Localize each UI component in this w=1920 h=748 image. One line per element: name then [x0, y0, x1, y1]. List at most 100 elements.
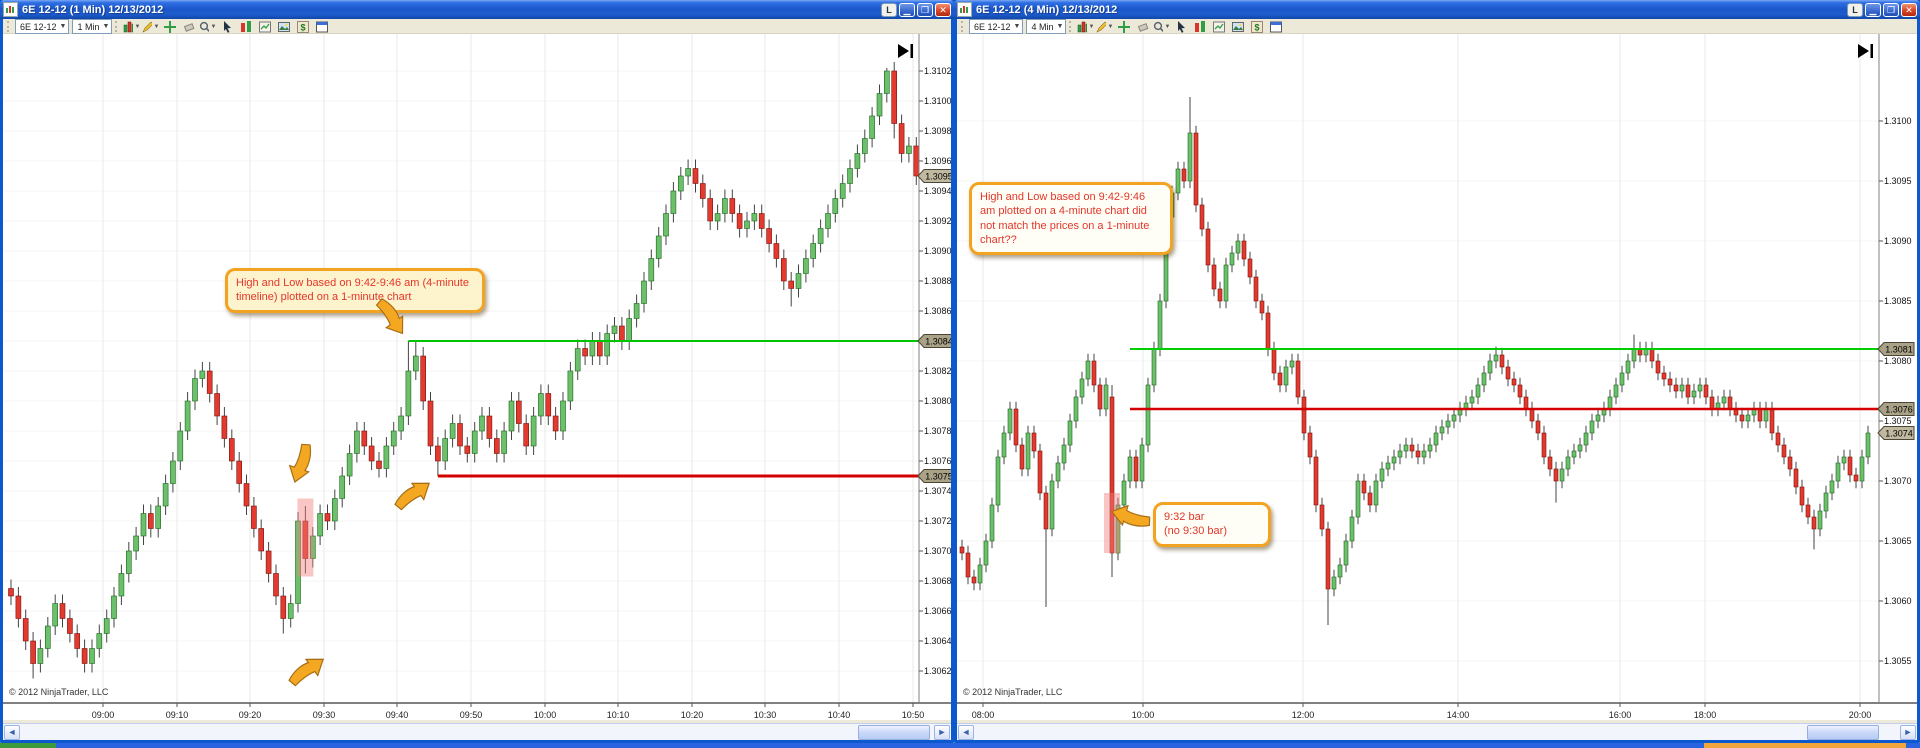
candle: [1841, 449, 1847, 471]
restore-button[interactable]: ❐: [1883, 2, 1899, 17]
scroll-right-button[interactable]: ►: [934, 725, 950, 740]
toolbar-icon-zoom[interactable]: ▼: [199, 20, 216, 34]
candle: [983, 533, 989, 573]
minimize-button[interactable]: ▁: [899, 2, 915, 17]
link-button[interactable]: L: [1847, 2, 1863, 17]
orange-arrow-to-932-bar[interactable]: [1107, 500, 1155, 533]
candle: [111, 587, 117, 628]
candle: [236, 452, 242, 493]
toolbar-icon-data-box[interactable]: [1191, 20, 1208, 34]
toolbar-icon-chart-trader[interactable]: [256, 20, 273, 34]
chart-canvas[interactable]: 1.3100 1.3095 1.3090 1.3085 1.3080 1.3075 1.30…: [957, 34, 1917, 720]
candle: [1847, 449, 1853, 483]
horizontal-scrollbar[interactable]: ◄ ►: [3, 723, 951, 740]
callout-highlow-4min[interactable]: High and Low based on 9:42-9:46 am plott…: [969, 182, 1173, 256]
time-axis[interactable]: 09:00 09:10 09:20 09:30 09:40 09:50 10:00 10:10…: [92, 703, 925, 720]
toolbar-grip[interactable]: [7, 21, 12, 32]
candle: [977, 557, 983, 591]
candle: [692, 159, 699, 193]
time-tick-label: 08:00: [972, 710, 995, 720]
toolbar-icon-eraser[interactable]: [1134, 20, 1151, 34]
toolbar-icon-pointer[interactable]: [1172, 20, 1189, 34]
callout-932-bar[interactable]: 9:32 bar (no 9:30 bar): [1153, 502, 1271, 547]
instrument-select[interactable]: 6E 12-12 ▼: [969, 19, 1024, 34]
titlebar[interactable]: 6E 12-12 (1 Min) 12/13/2012 L ▁ ❐ ✕: [0, 0, 954, 19]
titlebar[interactable]: 6E 12-12 (4 Min) 12/13/2012 L ▁ ❐ ✕: [954, 0, 1920, 19]
candle: [427, 392, 434, 455]
chevron-down-icon: ▼: [1088, 23, 1095, 30]
candle: [898, 114, 905, 163]
toolbar-icon-add-object[interactable]: [1115, 20, 1132, 34]
toolbar-icon-snapshot[interactable]: [1229, 20, 1246, 34]
toolbar-icon-properties[interactable]: [313, 20, 330, 34]
price-tick-label: 1.3082: [924, 366, 951, 376]
minimize-button[interactable]: ▁: [1865, 2, 1881, 17]
toolbar-icon-data-box[interactable]: [237, 20, 254, 34]
scrollbar-thumb[interactable]: [1807, 725, 1879, 740]
price-axis[interactable]: 1.3102 1.3100 1.3098 1.3096 1.3094 1.3092 1.30…: [919, 66, 951, 676]
toolbar-grip[interactable]: [961, 21, 966, 32]
candle: [803, 249, 809, 283]
interval-select[interactable]: 1 Min ▼: [72, 19, 113, 34]
orange-arrow-to-green-line[interactable]: [369, 293, 412, 342]
go-to-end-icon[interactable]: [1858, 44, 1873, 58]
toolbar-icon-chart-style[interactable]: ▼: [1077, 20, 1094, 34]
candle: [1571, 443, 1577, 465]
scroll-right-button[interactable]: ►: [1900, 725, 1916, 740]
windows-taskbar: [0, 743, 1920, 748]
interval-select[interactable]: 4 Min ▼: [1026, 19, 1067, 34]
candlestick-chart-4min[interactable]: 1.31001.30951.30901.30851.30801.30751.30…: [957, 34, 1917, 720]
horizontal-scrollbar[interactable]: ◄ ►: [957, 723, 1917, 740]
scrollbar-thumb[interactable]: [858, 725, 930, 740]
time-axis[interactable]: 08:00 10:00 12:00 14:00 16:00 18:00 20:00: [972, 703, 1872, 720]
price-axis[interactable]: 1.31001.30951.30901.30851.30801.30751.30…: [1879, 116, 1912, 666]
scroll-left-button[interactable]: ◄: [958, 725, 974, 740]
toolbar-icon-chart-style[interactable]: ▼: [123, 20, 140, 34]
orange-arrow-to-red-line[interactable]: [389, 473, 438, 517]
toolbar-icon-snapshot[interactable]: [275, 20, 292, 34]
toolbar-icon-pointer[interactable]: [218, 20, 235, 34]
toolbar-grip[interactable]: [115, 21, 120, 32]
toolbar-icon-add-object[interactable]: [161, 20, 178, 34]
axes: [957, 34, 1917, 704]
orange-arrow-to-930-axis[interactable]: [283, 649, 332, 693]
toolbar-icon-account[interactable]: $: [1248, 20, 1265, 34]
scroll-left-button[interactable]: ◄: [4, 725, 20, 740]
candle: [1475, 377, 1481, 405]
candle: [825, 204, 831, 238]
chart-canvas[interactable]: 1.3102 1.3100 1.3098 1.3096 1.3094 1.3092 1.30…: [3, 34, 951, 720]
toolbar-icon-drawing-tools[interactable]: ▼: [142, 20, 159, 34]
toolbar-icon-properties[interactable]: [1267, 20, 1284, 34]
candle: [1721, 389, 1727, 411]
toolbar-grip[interactable]: [1069, 21, 1074, 32]
close-button[interactable]: ✕: [935, 2, 951, 17]
candle: [722, 189, 728, 223]
toolbar-icon-zoom[interactable]: ▼: [1153, 20, 1170, 34]
candle: [155, 497, 161, 538]
close-button[interactable]: ✕: [1901, 2, 1917, 17]
instrument-select[interactable]: 6E 12-12 ▼: [15, 19, 70, 34]
taskbar-active-button[interactable]: [1704, 743, 1906, 748]
go-to-end-icon[interactable]: [898, 44, 913, 58]
candle: [1355, 473, 1361, 525]
candle: [1073, 389, 1079, 429]
candle: [1679, 377, 1685, 399]
link-button[interactable]: L: [881, 2, 897, 17]
candlestick-chart-1min[interactable]: 1.3102 1.3100 1.3098 1.3096 1.3094 1.3092 1.30…: [3, 34, 951, 720]
toolbar-icon-account[interactable]: $: [294, 20, 311, 34]
candle: [192, 369, 198, 410]
chevron-down-icon: ▼: [1107, 23, 1114, 30]
candlestick-series: [959, 97, 1871, 625]
toolbar-icon-drawing-tools[interactable]: ▼: [1096, 20, 1113, 34]
start-button[interactable]: [0, 743, 56, 748]
toolbar-icon-chart-trader[interactable]: [1210, 20, 1227, 34]
candle: [74, 624, 80, 658]
callout-highlow-1min[interactable]: High and Low based on 9:42-9:46 am (4-mi…: [225, 268, 485, 313]
candle: [1493, 346, 1499, 369]
restore-button[interactable]: ❐: [917, 2, 933, 17]
candle: [655, 227, 662, 268]
candlestick-series: [8, 62, 920, 679]
orange-arrow-to-930-bar[interactable]: [284, 439, 319, 488]
toolbar-icon-eraser[interactable]: [180, 20, 197, 34]
candle: [1787, 449, 1793, 477]
